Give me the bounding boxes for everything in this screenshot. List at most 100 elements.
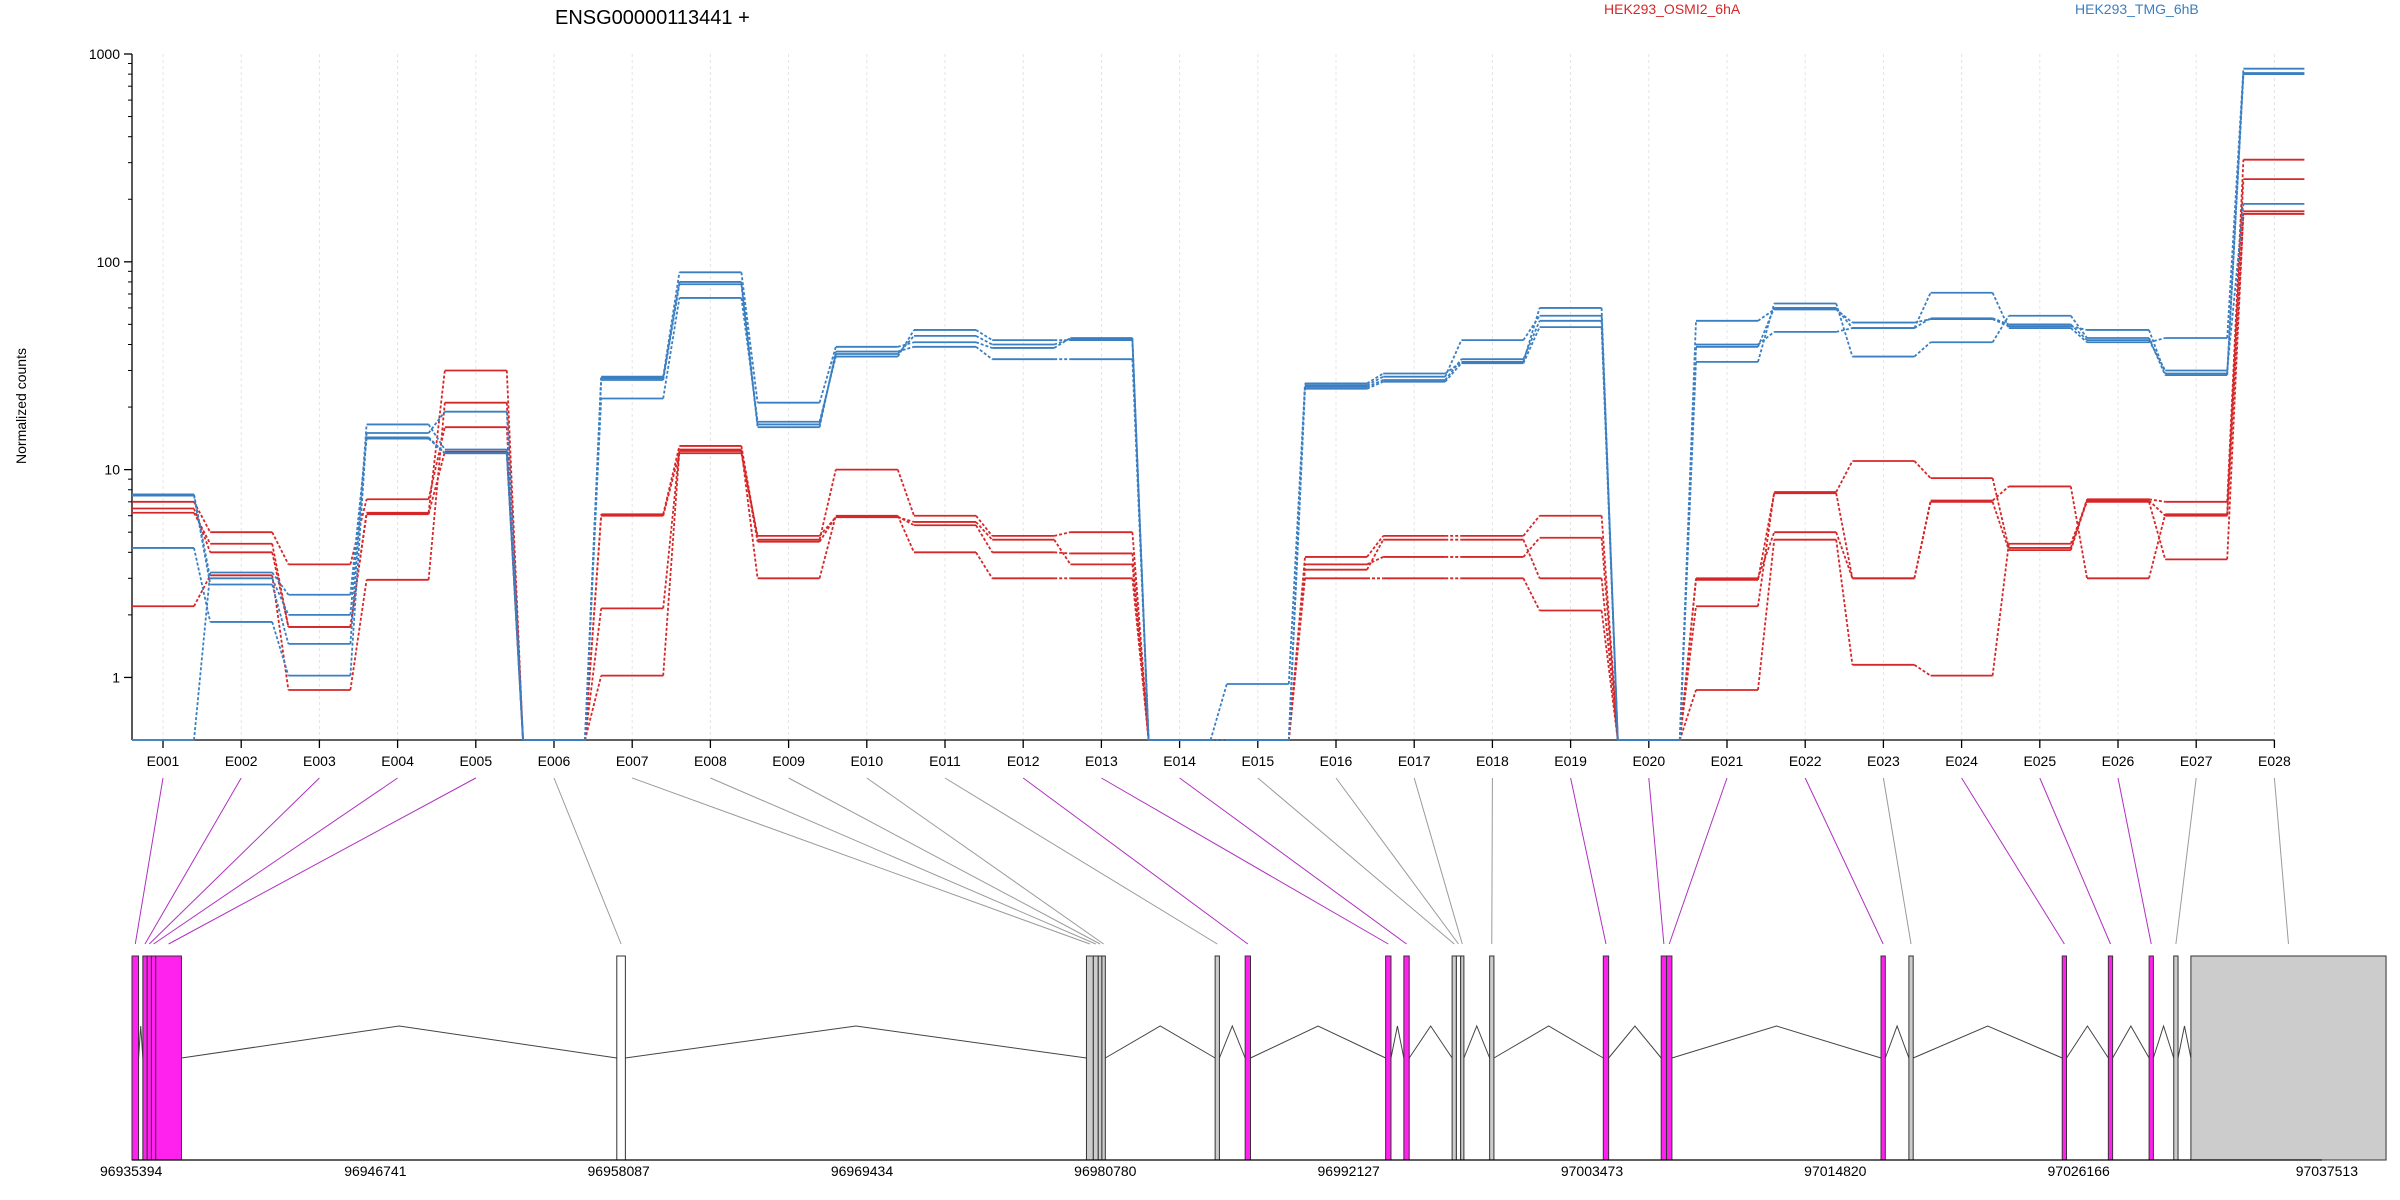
series-lines <box>132 67 2305 741</box>
series-connector <box>271 571 290 596</box>
series-6 <box>132 67 2305 741</box>
x-tick-label: E004 <box>381 753 414 769</box>
x-tick-label: E018 <box>1476 753 1509 769</box>
legend-label-osmi2: HEK293_OSMI2_6hA <box>1604 1 1741 17</box>
series-connector <box>1053 337 1071 349</box>
series-connector <box>2148 337 2166 344</box>
exon-E014 <box>1403 955 1410 1161</box>
connector-E002 <box>144 777 242 945</box>
series-connector <box>1054 551 1071 555</box>
series-connector <box>1835 493 1854 579</box>
intron <box>1408 1025 1453 1059</box>
series-connector <box>662 281 681 379</box>
connector-E001 <box>134 777 164 945</box>
series-connector <box>1131 339 1150 741</box>
exon-E008 <box>1092 955 1099 1161</box>
connector-E028 <box>2273 777 2289 945</box>
x-tick-label: E028 <box>2258 753 2291 769</box>
series-connector <box>818 516 837 537</box>
series-connector <box>271 577 290 616</box>
series-connector <box>1131 564 1150 741</box>
series-connector <box>662 450 681 676</box>
series-connector <box>1444 339 1463 378</box>
exon-E002 <box>142 955 148 1161</box>
series-connector <box>1366 372 1384 385</box>
x-tick-label: E003 <box>303 753 336 769</box>
intron <box>138 1025 144 1059</box>
connector-E023 <box>1882 777 1912 945</box>
series-connector <box>1835 531 1854 579</box>
series-connector <box>1054 531 1071 537</box>
series-connector <box>1835 308 1853 324</box>
series-connector <box>1600 578 1619 741</box>
x-tick-label: E009 <box>772 753 805 769</box>
intron <box>2112 1024 2150 1059</box>
exon-E025 <box>2107 955 2114 1161</box>
intron <box>1463 1024 1491 1059</box>
series-connector <box>1522 577 1541 611</box>
exon-E005 <box>155 955 182 1161</box>
y-tick-label: 10 <box>104 462 120 478</box>
exon-E024 <box>2061 955 2068 1161</box>
exon-E006 <box>616 955 626 1161</box>
x-tick-label: E016 <box>1320 753 1353 769</box>
exon-E004 <box>150 955 157 1161</box>
x-tick-label: E019 <box>1554 753 1587 769</box>
series-connector <box>1522 539 1541 579</box>
series-connector <box>2069 486 2088 579</box>
connector-E019 <box>1570 777 1607 945</box>
series-connector <box>975 346 993 360</box>
series-connector <box>349 499 368 565</box>
genomic-tick-label: 96958087 <box>588 1163 651 1179</box>
series-connector <box>896 515 915 553</box>
y-tick-label: 1000 <box>89 46 120 62</box>
exon-E023 <box>1908 955 1914 1161</box>
series-connector <box>1992 318 2010 328</box>
series-connector <box>584 515 603 741</box>
intron <box>2152 1024 2175 1059</box>
connector-E025 <box>2039 777 2111 945</box>
x-tick-label: E021 <box>1711 753 1744 769</box>
series-connector <box>1913 317 1932 329</box>
genomic-tick-label: 97037513 <box>2296 1163 2359 1179</box>
series-connector <box>1835 303 1854 357</box>
series-connector <box>2226 211 2245 516</box>
series-connector <box>1913 341 1932 358</box>
y-axis-label: Normalized counts <box>13 348 29 464</box>
series-connector <box>1678 579 1697 741</box>
series-connector <box>975 341 993 349</box>
series-connector <box>2148 498 2166 503</box>
series-connector <box>427 436 446 454</box>
intron <box>1608 1025 1662 1059</box>
series-connector <box>1757 539 1776 691</box>
series-connector <box>1757 531 1776 579</box>
series-connector <box>1366 535 1384 558</box>
series-connector <box>662 445 681 515</box>
series-connector <box>1991 501 2010 551</box>
series-connector <box>2148 339 2166 371</box>
series-connector <box>349 579 368 691</box>
series-connector <box>662 284 681 381</box>
connector-E007 <box>632 777 1091 945</box>
series-connector <box>1053 338 1071 346</box>
intron <box>1390 1025 1405 1059</box>
y-tick-label: 1 <box>112 669 120 685</box>
series-connector <box>271 584 290 645</box>
exon-E028 <box>2190 955 2387 1161</box>
exon-E022 <box>1880 955 1886 1161</box>
exon-E015 <box>1451 955 1457 1161</box>
series-7 <box>132 202 2305 741</box>
exon-E020 <box>1660 955 1668 1161</box>
series-connector <box>897 341 915 348</box>
series-connector <box>2226 213 2245 560</box>
series-connector <box>1757 307 1776 348</box>
series-connector <box>1991 477 2010 549</box>
series-connector <box>1992 317 2010 326</box>
series-connector <box>1600 537 1619 741</box>
series-connector <box>584 378 603 741</box>
x-tick-label: E010 <box>850 753 883 769</box>
x-tick-label: E008 <box>694 753 727 769</box>
x-tick-label: E022 <box>1789 753 1822 769</box>
genomic-tick-label: 97014820 <box>1804 1163 1867 1179</box>
series-connector <box>1444 358 1463 381</box>
